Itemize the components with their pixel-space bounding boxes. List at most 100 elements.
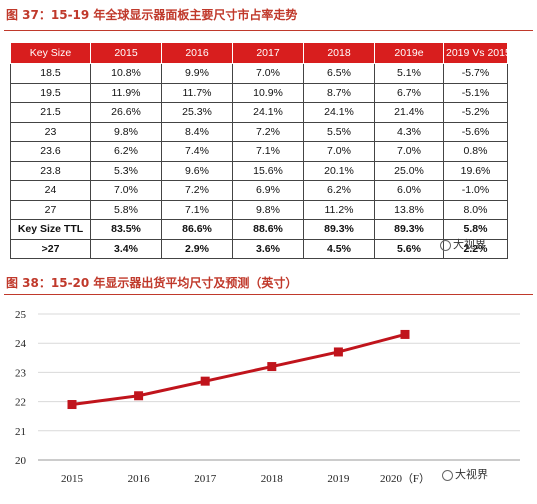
table-cell: 19.6% [443,160,508,181]
data-point [200,376,210,386]
x-tick-label: 2017 [194,473,217,485]
table-cell: 8.7% [303,82,375,103]
table-cell: 23.8 [10,160,91,181]
table-cell: Key Size TTL [10,219,91,240]
table-cell: 10.8% [90,63,162,84]
x-tick-label: 2019 [327,473,350,485]
wechat-icon [442,469,453,481]
table-cell: -5.1% [443,82,508,103]
x-tick-label: 2015 [61,473,84,485]
watermark-text: 大视界 [453,238,486,251]
y-tick-label: 23 [15,367,27,379]
figure-37-rule [4,30,533,31]
watermark-bottom: 大视界 [442,466,488,482]
series-average-size [67,329,410,410]
watermark-text: 大视界 [455,468,488,481]
wechat-icon [440,239,451,251]
table-cell: 9.8% [90,121,162,142]
figure-38-rule [4,294,533,295]
data-point [267,362,277,372]
table-cell: 9.8% [232,199,304,220]
table-row: 23 9.8% 8.4% 7.2% 5.5% 4.3% -5.6% [10,121,508,142]
series-line [71,332,406,407]
y-tick-label: 20 [15,455,27,467]
col-header-2018: 2018 [303,42,375,64]
table-cell: 3.4% [90,238,162,259]
table-cell: 8.4% [161,121,233,142]
x-tick-label: 2018 [261,473,284,485]
table-cell: 5.3% [90,160,162,181]
table-cell: 4.3% [374,121,444,142]
col-header-key-size: Key Size [10,42,91,64]
table-cell: 6.2% [303,180,375,201]
table-cell: 88.6% [232,219,304,240]
data-point [333,347,343,357]
table-row-above-27: >27 3.4% 2.9% 3.6% 4.5% 5.6% 2.2% [10,238,508,259]
table-cell: -5.2% [443,102,508,123]
table-cell: 7.0% [303,141,375,162]
y-tick-label: 22 [15,397,26,409]
table-cell: 20.1% [303,160,375,181]
y-tick-label: 24 [15,338,27,350]
table-cell: 5.8% [90,199,162,220]
table-row: 21.5 26.6% 25.3% 24.1% 24.1% 21.4% -5.2% [10,102,508,123]
table-cell: 3.6% [232,238,304,259]
table-cell: 86.6% [161,219,233,240]
table-cell: 24 [10,180,91,201]
table-cell: 15.6% [232,160,304,181]
table-cell: 89.3% [303,219,375,240]
table-cell: 21.5 [10,102,91,123]
figure-38-title: 图 38：15-20 年显示器出货平均尺寸及预测（英寸） [6,276,298,290]
watermark-top: 大视界 [440,236,486,252]
table-cell: 7.2% [161,180,233,201]
table-cell: 0.8% [443,141,508,162]
table-cell: 6.2% [90,141,162,162]
table-row: 23.8 5.3% 9.6% 15.6% 20.1% 25.0% 19.6% [10,160,508,181]
table-row: 23.6 6.2% 7.4% 7.1% 7.0% 7.0% 0.8% [10,141,508,162]
table-cell: 6.0% [374,180,444,201]
table-cell: 6.5% [303,63,375,84]
table-cell: 10.9% [232,82,304,103]
data-point [67,400,77,410]
table-cell: 21.4% [374,102,444,123]
y-tick-label: 25 [15,309,27,321]
x-tick-label: 2016 [128,473,151,485]
chart-gridlines [38,313,520,461]
table-cell: 6.7% [374,82,444,103]
table-cell: 83.5% [90,219,162,240]
table-cell: 5.5% [303,121,375,142]
table-cell: 7.0% [232,63,304,84]
data-point [400,329,410,339]
table-header-row: Key Size 2015 2016 2017 2018 2019e 2019 … [10,42,508,64]
col-header-2017: 2017 [232,42,304,64]
table-cell: 8.0% [443,199,508,220]
table-cell: 24.1% [232,102,304,123]
table-cell: -5.7% [443,63,508,84]
table-cell: 5.6% [374,238,444,259]
col-header-2016: 2016 [161,42,233,64]
average-size-line-chart: 20 21 22 23 24 25 2015 2016 2017 2018 2019 2020（F） [15,309,520,485]
table-cell: 27 [10,199,91,220]
table-cell: 25.3% [161,102,233,123]
table-cell: 5.1% [374,63,444,84]
table-cell: 4.5% [303,238,375,259]
data-point [134,391,144,401]
table-cell: 26.6% [90,102,162,123]
table-cell: 2.9% [161,238,233,259]
y-tick-label: 21 [15,426,26,438]
table-cell: 23 [10,121,91,142]
table-cell: 2.2% [443,238,508,259]
market-share-table: Key Size 2015 2016 2017 2018 2019e 2019 … [10,42,508,259]
col-header-2015: 2015 [90,42,162,64]
table-cell: 7.0% [90,180,162,201]
figure-37-title: 图 37：15-19 年全球显示器面板主要尺寸市占率走势 [6,8,298,22]
table-cell: -5.6% [443,121,508,142]
table-cell: 7.1% [161,199,233,220]
table-cell: 25.0% [374,160,444,181]
table-cell: 11.9% [90,82,162,103]
x-tick-label: 2020（F） [380,472,430,485]
table-cell: 11.7% [161,82,233,103]
table-cell: 18.5 [10,63,91,84]
col-header-2019e: 2019e [374,42,444,64]
table-row: 18.5 10.8% 9.9% 7.0% 6.5% 5.1% -5.7% [10,63,508,84]
